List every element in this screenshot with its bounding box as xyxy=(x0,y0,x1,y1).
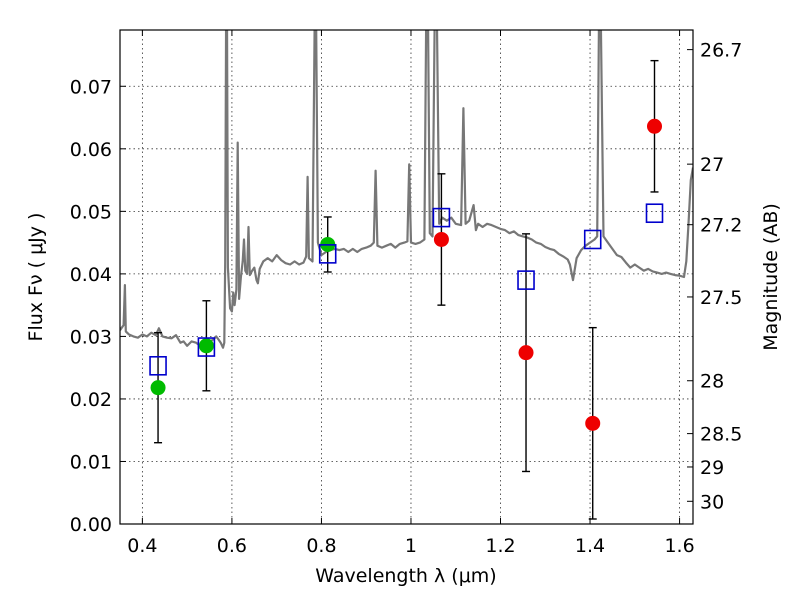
green-point xyxy=(150,380,166,396)
y-axis-ticks: 0.00 0.01 0.02 0.03 0.04 0.05 0.06 0.07 xyxy=(70,76,126,536)
right-tick-label: 28 xyxy=(700,371,724,393)
x-tick-label: 1.2 xyxy=(485,535,515,557)
y-tick-label: 0.07 xyxy=(70,76,112,98)
grid-lines xyxy=(120,30,693,525)
right-tick-label: 27.5 xyxy=(700,287,742,309)
right-tick-label: 27.2 xyxy=(700,215,742,237)
red-point xyxy=(647,118,663,134)
x-tick-label: 1 xyxy=(405,535,417,557)
right-tick-label: 29 xyxy=(700,457,724,479)
blue-square-point xyxy=(432,207,451,228)
x-tick-label: 0.8 xyxy=(306,535,336,557)
x-axis-label: Wavelength λ (μm) xyxy=(315,565,496,587)
right-tick-label: 30 xyxy=(700,491,724,513)
spectrum-line xyxy=(120,30,693,349)
right-tick-label: 26.7 xyxy=(700,40,742,62)
y-tick-label: 0.03 xyxy=(70,326,112,348)
model-spectrum xyxy=(120,30,693,349)
blue-square-point xyxy=(583,229,602,250)
blue-square-point xyxy=(517,270,535,290)
x-tick-label: 0.4 xyxy=(127,535,157,557)
red-point xyxy=(585,415,601,431)
right-tick-label: 27 xyxy=(700,154,724,176)
x-axis-ticks: 0.4 0.6 0.8 1 1.2 1.4 1.6 xyxy=(127,30,695,557)
y-tick-label: 0.04 xyxy=(70,264,112,286)
red-point xyxy=(433,231,449,247)
right-axis-ticks: 26.7 27 27.2 27.5 28 28.5 29 30 xyxy=(687,40,742,513)
x-tick-label: 0.6 xyxy=(217,535,247,557)
right-axis-label: Magnitude (AB) xyxy=(760,203,782,351)
blue-square-point xyxy=(149,355,167,376)
y-tick-label: 0.02 xyxy=(70,389,112,411)
red-point xyxy=(518,345,534,361)
data-markers xyxy=(149,118,664,431)
y-tick-label: 0.06 xyxy=(70,139,112,161)
y-axis-label: Flux Fν ( μJy ) xyxy=(25,213,47,342)
right-tick-label: 28.5 xyxy=(700,424,742,446)
blue-square-point xyxy=(197,337,216,357)
blue-square-point xyxy=(645,203,664,224)
y-tick-label: 0.01 xyxy=(70,451,112,473)
x-tick-label: 1.4 xyxy=(575,535,605,557)
green-point xyxy=(198,338,214,354)
x-tick-label: 1.6 xyxy=(664,535,694,557)
blue-square-point xyxy=(318,244,337,264)
y-tick-label: 0.05 xyxy=(70,201,112,223)
y-tick-label: 0.00 xyxy=(70,514,112,536)
plot-frame xyxy=(119,29,694,525)
